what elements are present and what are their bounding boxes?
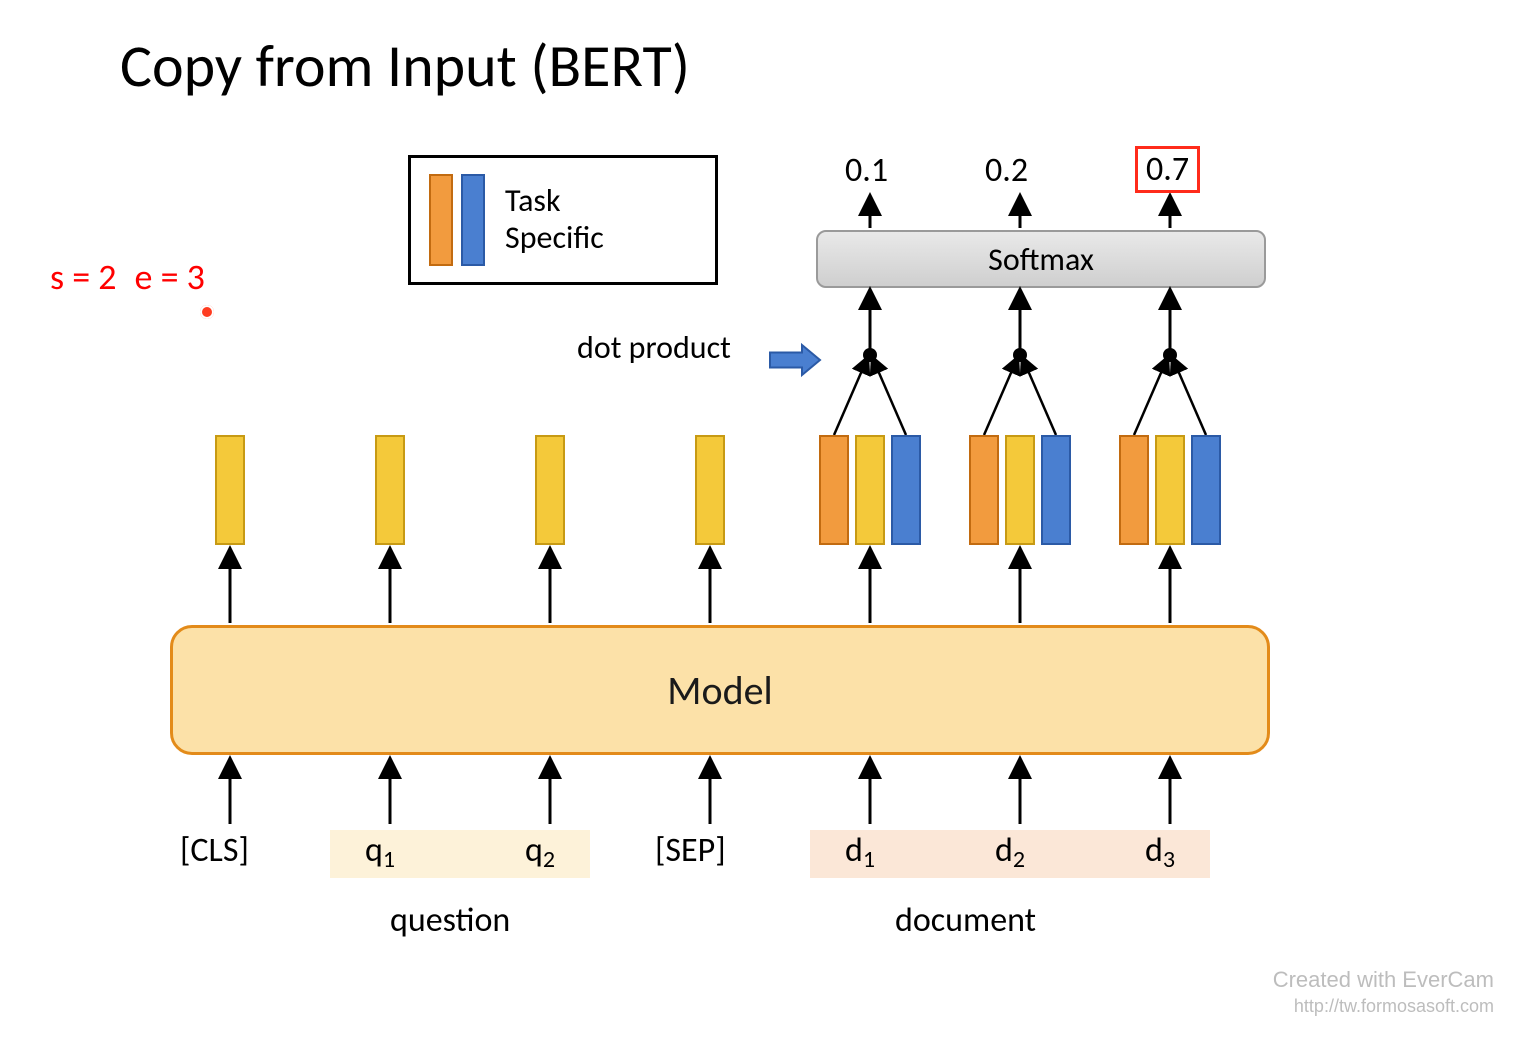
vec-yellow-2	[535, 435, 565, 545]
prob-1: 0.2	[985, 150, 1028, 191]
document-group-label: document	[895, 900, 1036, 941]
vec-orange-5	[969, 435, 999, 545]
token-5: d2	[995, 830, 1025, 874]
vec-yellow-1	[375, 435, 405, 545]
legend-label: Task Specific	[505, 183, 604, 257]
token-2: q2	[525, 830, 555, 874]
token-0: [CLS]	[180, 830, 249, 871]
vec-orange-4	[819, 435, 849, 545]
softmax-box: Softmax	[816, 230, 1266, 288]
legend-box: Task Specific	[408, 155, 718, 285]
legend-label-1: Task	[505, 181, 560, 220]
watermark-line1: Created with EverCam	[1273, 966, 1494, 995]
slide-title: Copy from Input (BERT)	[120, 30, 690, 103]
model-label: Model	[667, 666, 772, 715]
vec-blue-4	[891, 435, 921, 545]
token-6: d3	[1145, 830, 1175, 874]
vec-yellow-4	[855, 435, 885, 545]
prob-2: 0.7	[1135, 146, 1200, 193]
watermark: Created with EverCam http://tw.formosaso…	[1273, 966, 1494, 1018]
vec-blue-6	[1191, 435, 1221, 545]
vec-blue-5	[1041, 435, 1071, 545]
token-1: q1	[365, 830, 395, 874]
laser-pointer-icon	[200, 305, 214, 319]
vec-yellow-0	[215, 435, 245, 545]
vec-yellow-5	[1005, 435, 1035, 545]
e-value: e = 3	[135, 255, 205, 299]
s-value: s = 2	[50, 255, 117, 299]
se-annotation: s = 2 e = 3	[50, 255, 205, 299]
legend-label-2: Specific	[505, 218, 604, 257]
prob-0: 0.1	[845, 150, 888, 191]
token-3: [SEP]	[655, 830, 726, 871]
legend-bar-blue	[461, 174, 485, 266]
legend-bar-orange	[429, 174, 453, 266]
softmax-label: Softmax	[988, 240, 1094, 279]
dot-product-label: dot product	[577, 328, 731, 367]
question-group-label: question	[390, 900, 510, 941]
watermark-line2: http://tw.formosasoft.com	[1273, 995, 1494, 1018]
legend-bars	[429, 174, 485, 266]
model-box: Model	[170, 625, 1270, 755]
vec-orange-6	[1119, 435, 1149, 545]
vec-yellow-6	[1155, 435, 1185, 545]
vec-yellow-3	[695, 435, 725, 545]
token-4: d1	[845, 830, 875, 874]
